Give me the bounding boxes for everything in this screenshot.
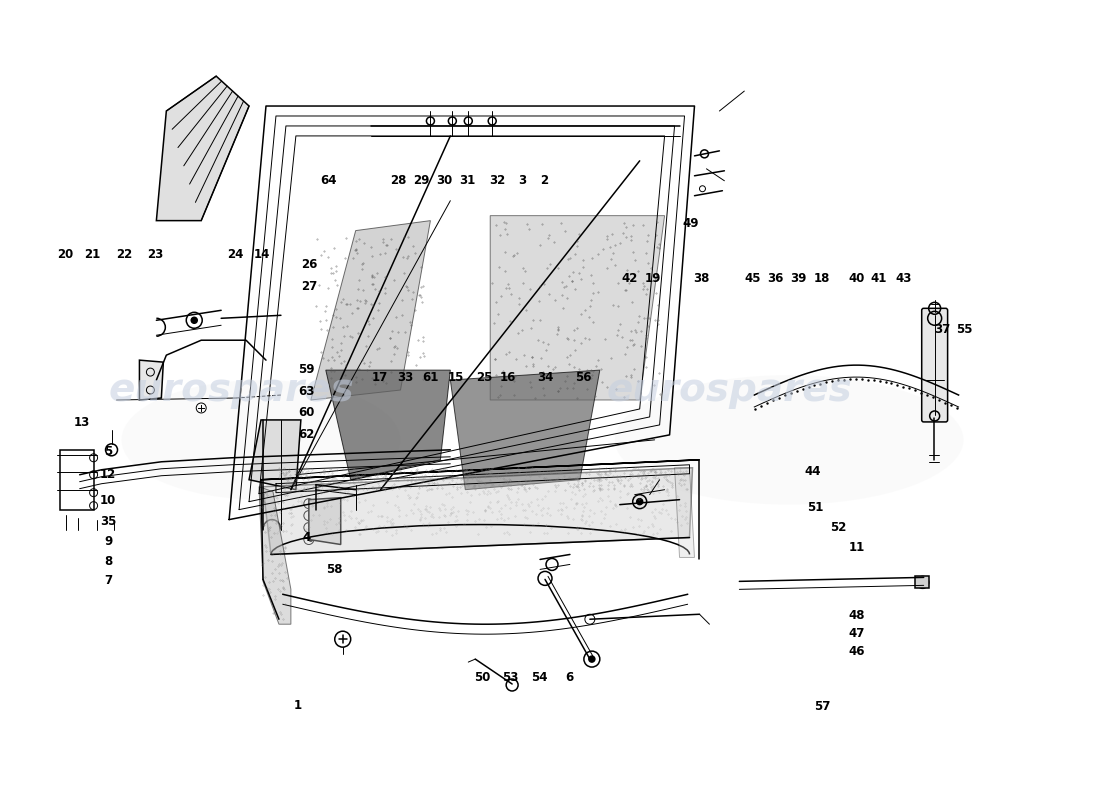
- Text: 34: 34: [538, 371, 553, 384]
- Circle shape: [191, 318, 197, 323]
- Text: 55: 55: [956, 323, 972, 336]
- Text: 46: 46: [849, 645, 866, 658]
- Polygon shape: [450, 370, 600, 490]
- Text: 47: 47: [849, 627, 865, 640]
- Polygon shape: [309, 498, 341, 545]
- Text: 49: 49: [682, 217, 698, 230]
- Text: 54: 54: [531, 671, 548, 684]
- Text: 10: 10: [100, 494, 117, 507]
- Polygon shape: [491, 216, 664, 400]
- Text: 19: 19: [645, 272, 661, 286]
- Text: 30: 30: [437, 174, 453, 187]
- Circle shape: [588, 656, 595, 662]
- Text: 56: 56: [574, 371, 591, 384]
- Text: 13: 13: [74, 416, 90, 429]
- Text: 64: 64: [320, 174, 337, 187]
- Text: 60: 60: [298, 406, 315, 419]
- Polygon shape: [258, 486, 290, 624]
- Text: 50: 50: [474, 671, 491, 684]
- Polygon shape: [140, 360, 163, 400]
- Polygon shape: [311, 221, 430, 400]
- Text: 21: 21: [84, 249, 100, 262]
- Text: 35: 35: [100, 515, 117, 529]
- Circle shape: [309, 538, 312, 542]
- Text: 7: 7: [104, 574, 112, 587]
- Polygon shape: [674, 468, 694, 558]
- Ellipse shape: [121, 380, 400, 500]
- Text: 61: 61: [422, 371, 439, 384]
- Text: 9: 9: [104, 535, 112, 549]
- Circle shape: [309, 514, 312, 518]
- Text: 52: 52: [830, 521, 847, 534]
- Text: 63: 63: [298, 385, 315, 398]
- Text: 45: 45: [745, 272, 761, 286]
- Text: 23: 23: [147, 249, 164, 262]
- Text: 8: 8: [104, 555, 112, 568]
- Text: eurospares: eurospares: [606, 371, 852, 409]
- Text: 32: 32: [490, 174, 506, 187]
- Text: 12: 12: [100, 468, 117, 481]
- Text: 42: 42: [621, 272, 638, 286]
- Text: 18: 18: [814, 272, 830, 286]
- Text: 48: 48: [849, 609, 866, 622]
- Polygon shape: [156, 76, 249, 221]
- Text: 31: 31: [460, 174, 476, 187]
- Circle shape: [309, 526, 312, 530]
- Text: 14: 14: [253, 249, 270, 262]
- Text: 6: 6: [565, 671, 574, 684]
- Text: 38: 38: [693, 272, 710, 286]
- Text: 26: 26: [300, 258, 317, 271]
- Text: 3: 3: [518, 174, 527, 187]
- Text: eurospares: eurospares: [108, 371, 354, 409]
- Text: 37: 37: [934, 323, 950, 336]
- Circle shape: [637, 498, 642, 505]
- Text: 27: 27: [300, 280, 317, 294]
- Polygon shape: [326, 370, 450, 480]
- Polygon shape: [249, 420, 301, 490]
- Text: 57: 57: [814, 701, 830, 714]
- Ellipse shape: [615, 375, 964, 505]
- Text: 2: 2: [540, 174, 549, 187]
- Text: 22: 22: [117, 249, 133, 262]
- Text: 25: 25: [476, 371, 493, 384]
- Text: 44: 44: [805, 466, 822, 478]
- Text: 39: 39: [791, 272, 807, 286]
- Text: 15: 15: [448, 371, 464, 384]
- Bar: [915, 576, 928, 588]
- Text: 53: 53: [503, 671, 519, 684]
- Text: 16: 16: [500, 371, 517, 384]
- Text: 41: 41: [871, 272, 887, 286]
- Text: 28: 28: [390, 174, 407, 187]
- Text: 5: 5: [104, 446, 112, 458]
- Text: 40: 40: [849, 272, 865, 286]
- Circle shape: [309, 502, 312, 506]
- Text: 20: 20: [57, 249, 74, 262]
- Text: 29: 29: [414, 174, 430, 187]
- Text: 43: 43: [895, 272, 912, 286]
- Polygon shape: [263, 468, 693, 554]
- Text: 51: 51: [807, 501, 824, 514]
- Text: 62: 62: [298, 428, 315, 441]
- Text: 17: 17: [372, 371, 388, 384]
- Text: 58: 58: [326, 562, 342, 575]
- Text: 1: 1: [294, 699, 301, 712]
- Text: 4: 4: [302, 530, 311, 544]
- Text: 11: 11: [849, 541, 865, 554]
- FancyBboxPatch shape: [922, 308, 947, 422]
- Text: 24: 24: [228, 249, 243, 262]
- Text: 36: 36: [768, 272, 784, 286]
- Text: 59: 59: [298, 363, 315, 376]
- Text: 33: 33: [397, 371, 414, 384]
